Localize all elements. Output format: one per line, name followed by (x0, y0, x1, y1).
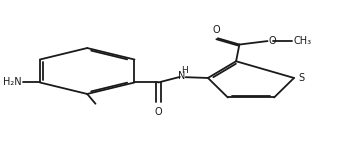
Text: H₂N: H₂N (3, 78, 22, 87)
Text: CH₃: CH₃ (293, 36, 312, 46)
Text: O: O (268, 36, 276, 46)
Text: S: S (298, 73, 304, 83)
Text: N: N (178, 71, 186, 81)
Text: H: H (181, 66, 188, 75)
Text: O: O (213, 26, 220, 36)
Text: O: O (155, 107, 162, 117)
